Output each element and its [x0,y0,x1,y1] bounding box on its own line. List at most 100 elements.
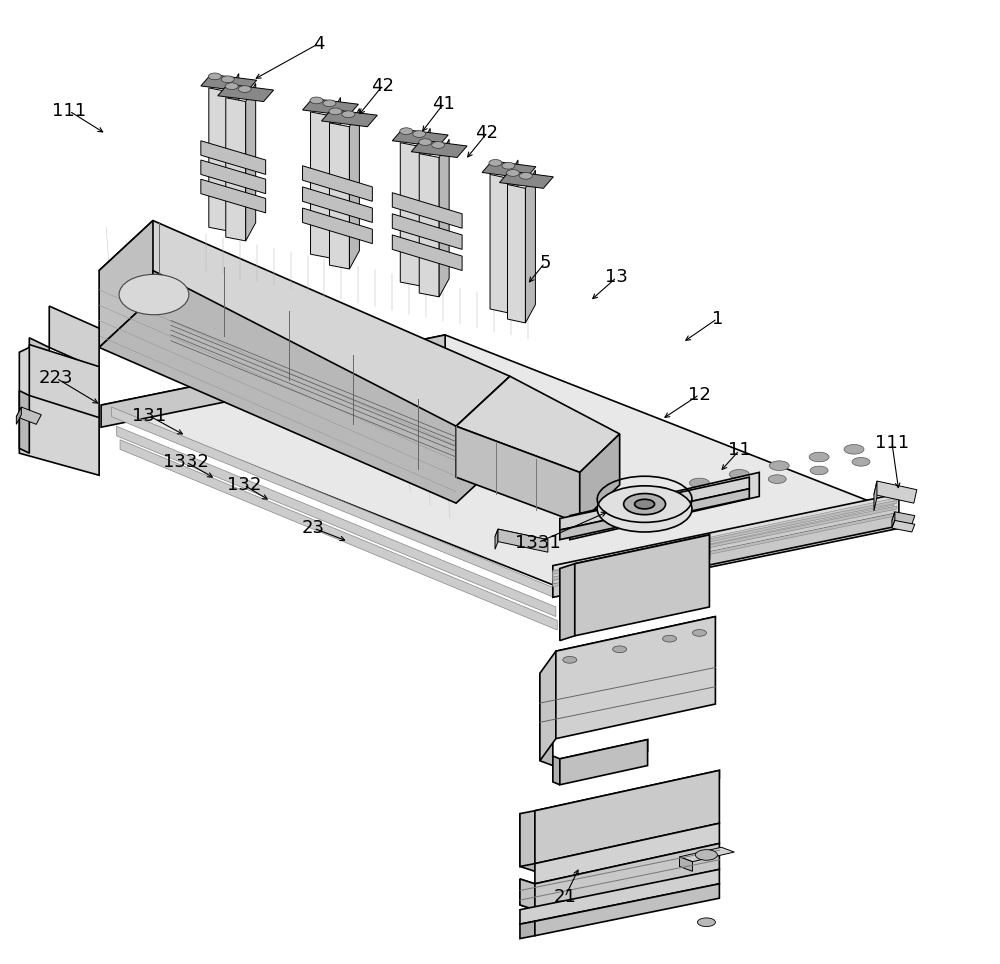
Polygon shape [226,97,246,241]
Polygon shape [553,500,897,575]
Polygon shape [556,617,715,738]
Ellipse shape [208,73,221,80]
Text: 132: 132 [227,476,261,494]
Ellipse shape [810,467,828,475]
Polygon shape [29,344,99,417]
Polygon shape [456,376,620,472]
Polygon shape [575,535,709,636]
Text: 223: 223 [39,369,73,388]
Polygon shape [99,271,510,503]
Polygon shape [229,73,239,231]
Polygon shape [392,235,462,271]
Polygon shape [19,390,29,453]
Polygon shape [553,501,894,580]
Polygon shape [553,756,560,785]
Ellipse shape [643,500,661,509]
Text: 1331: 1331 [515,533,561,551]
Polygon shape [520,922,535,939]
Polygon shape [439,139,449,297]
Polygon shape [400,143,420,286]
Polygon shape [99,221,153,347]
Ellipse shape [852,458,870,467]
Polygon shape [201,160,266,194]
Text: 13: 13 [605,268,628,286]
Ellipse shape [610,496,630,506]
Polygon shape [560,477,749,530]
Polygon shape [490,174,508,313]
Ellipse shape [563,656,577,663]
Polygon shape [540,651,556,761]
Ellipse shape [729,469,749,479]
Text: 12: 12 [688,386,711,404]
Ellipse shape [506,170,519,176]
Polygon shape [29,337,49,405]
Ellipse shape [502,162,515,169]
Polygon shape [209,88,229,231]
Polygon shape [892,512,915,524]
Ellipse shape [342,111,355,118]
Text: 111: 111 [875,434,909,451]
Text: 42: 42 [371,77,394,95]
Polygon shape [16,407,41,424]
Polygon shape [575,535,709,588]
Text: 41: 41 [432,95,455,113]
Ellipse shape [663,635,677,642]
Ellipse shape [624,494,666,515]
Ellipse shape [597,486,692,532]
Polygon shape [560,739,648,785]
Ellipse shape [768,475,786,483]
Ellipse shape [221,76,234,83]
Polygon shape [553,513,897,587]
Text: 11: 11 [728,442,751,459]
Polygon shape [246,83,256,241]
Polygon shape [520,879,535,910]
Polygon shape [218,84,274,101]
Polygon shape [520,811,535,867]
Ellipse shape [635,499,655,509]
Ellipse shape [489,159,502,166]
Polygon shape [525,170,535,323]
Polygon shape [507,184,525,323]
Polygon shape [520,814,535,871]
Polygon shape [508,160,518,313]
Ellipse shape [809,452,829,462]
Polygon shape [553,498,894,577]
Polygon shape [535,770,719,864]
Ellipse shape [225,83,238,90]
Polygon shape [482,161,536,178]
Polygon shape [120,440,557,630]
Text: 111: 111 [52,102,86,120]
Text: 42: 42 [476,124,499,142]
Polygon shape [495,529,548,548]
Ellipse shape [432,142,445,148]
Polygon shape [540,673,553,765]
Polygon shape [329,122,349,269]
Polygon shape [411,140,467,157]
Ellipse shape [689,478,709,488]
Polygon shape [680,857,692,871]
Ellipse shape [769,461,789,470]
Polygon shape [560,564,575,641]
Polygon shape [553,494,899,585]
Ellipse shape [613,646,627,653]
Text: 131: 131 [132,407,166,425]
Polygon shape [553,617,715,678]
Ellipse shape [419,139,432,146]
Polygon shape [495,529,498,549]
Text: 1: 1 [712,309,723,328]
Polygon shape [201,74,257,92]
Text: 4: 4 [313,35,324,53]
Ellipse shape [400,128,413,135]
Polygon shape [892,521,915,532]
Ellipse shape [650,487,670,496]
Polygon shape [500,171,553,188]
Polygon shape [349,109,359,269]
Polygon shape [560,489,749,540]
Polygon shape [553,514,897,598]
Text: 21: 21 [553,888,576,906]
Ellipse shape [697,918,715,926]
Polygon shape [330,97,340,258]
Polygon shape [560,739,648,770]
Polygon shape [553,506,894,585]
Ellipse shape [519,173,532,179]
